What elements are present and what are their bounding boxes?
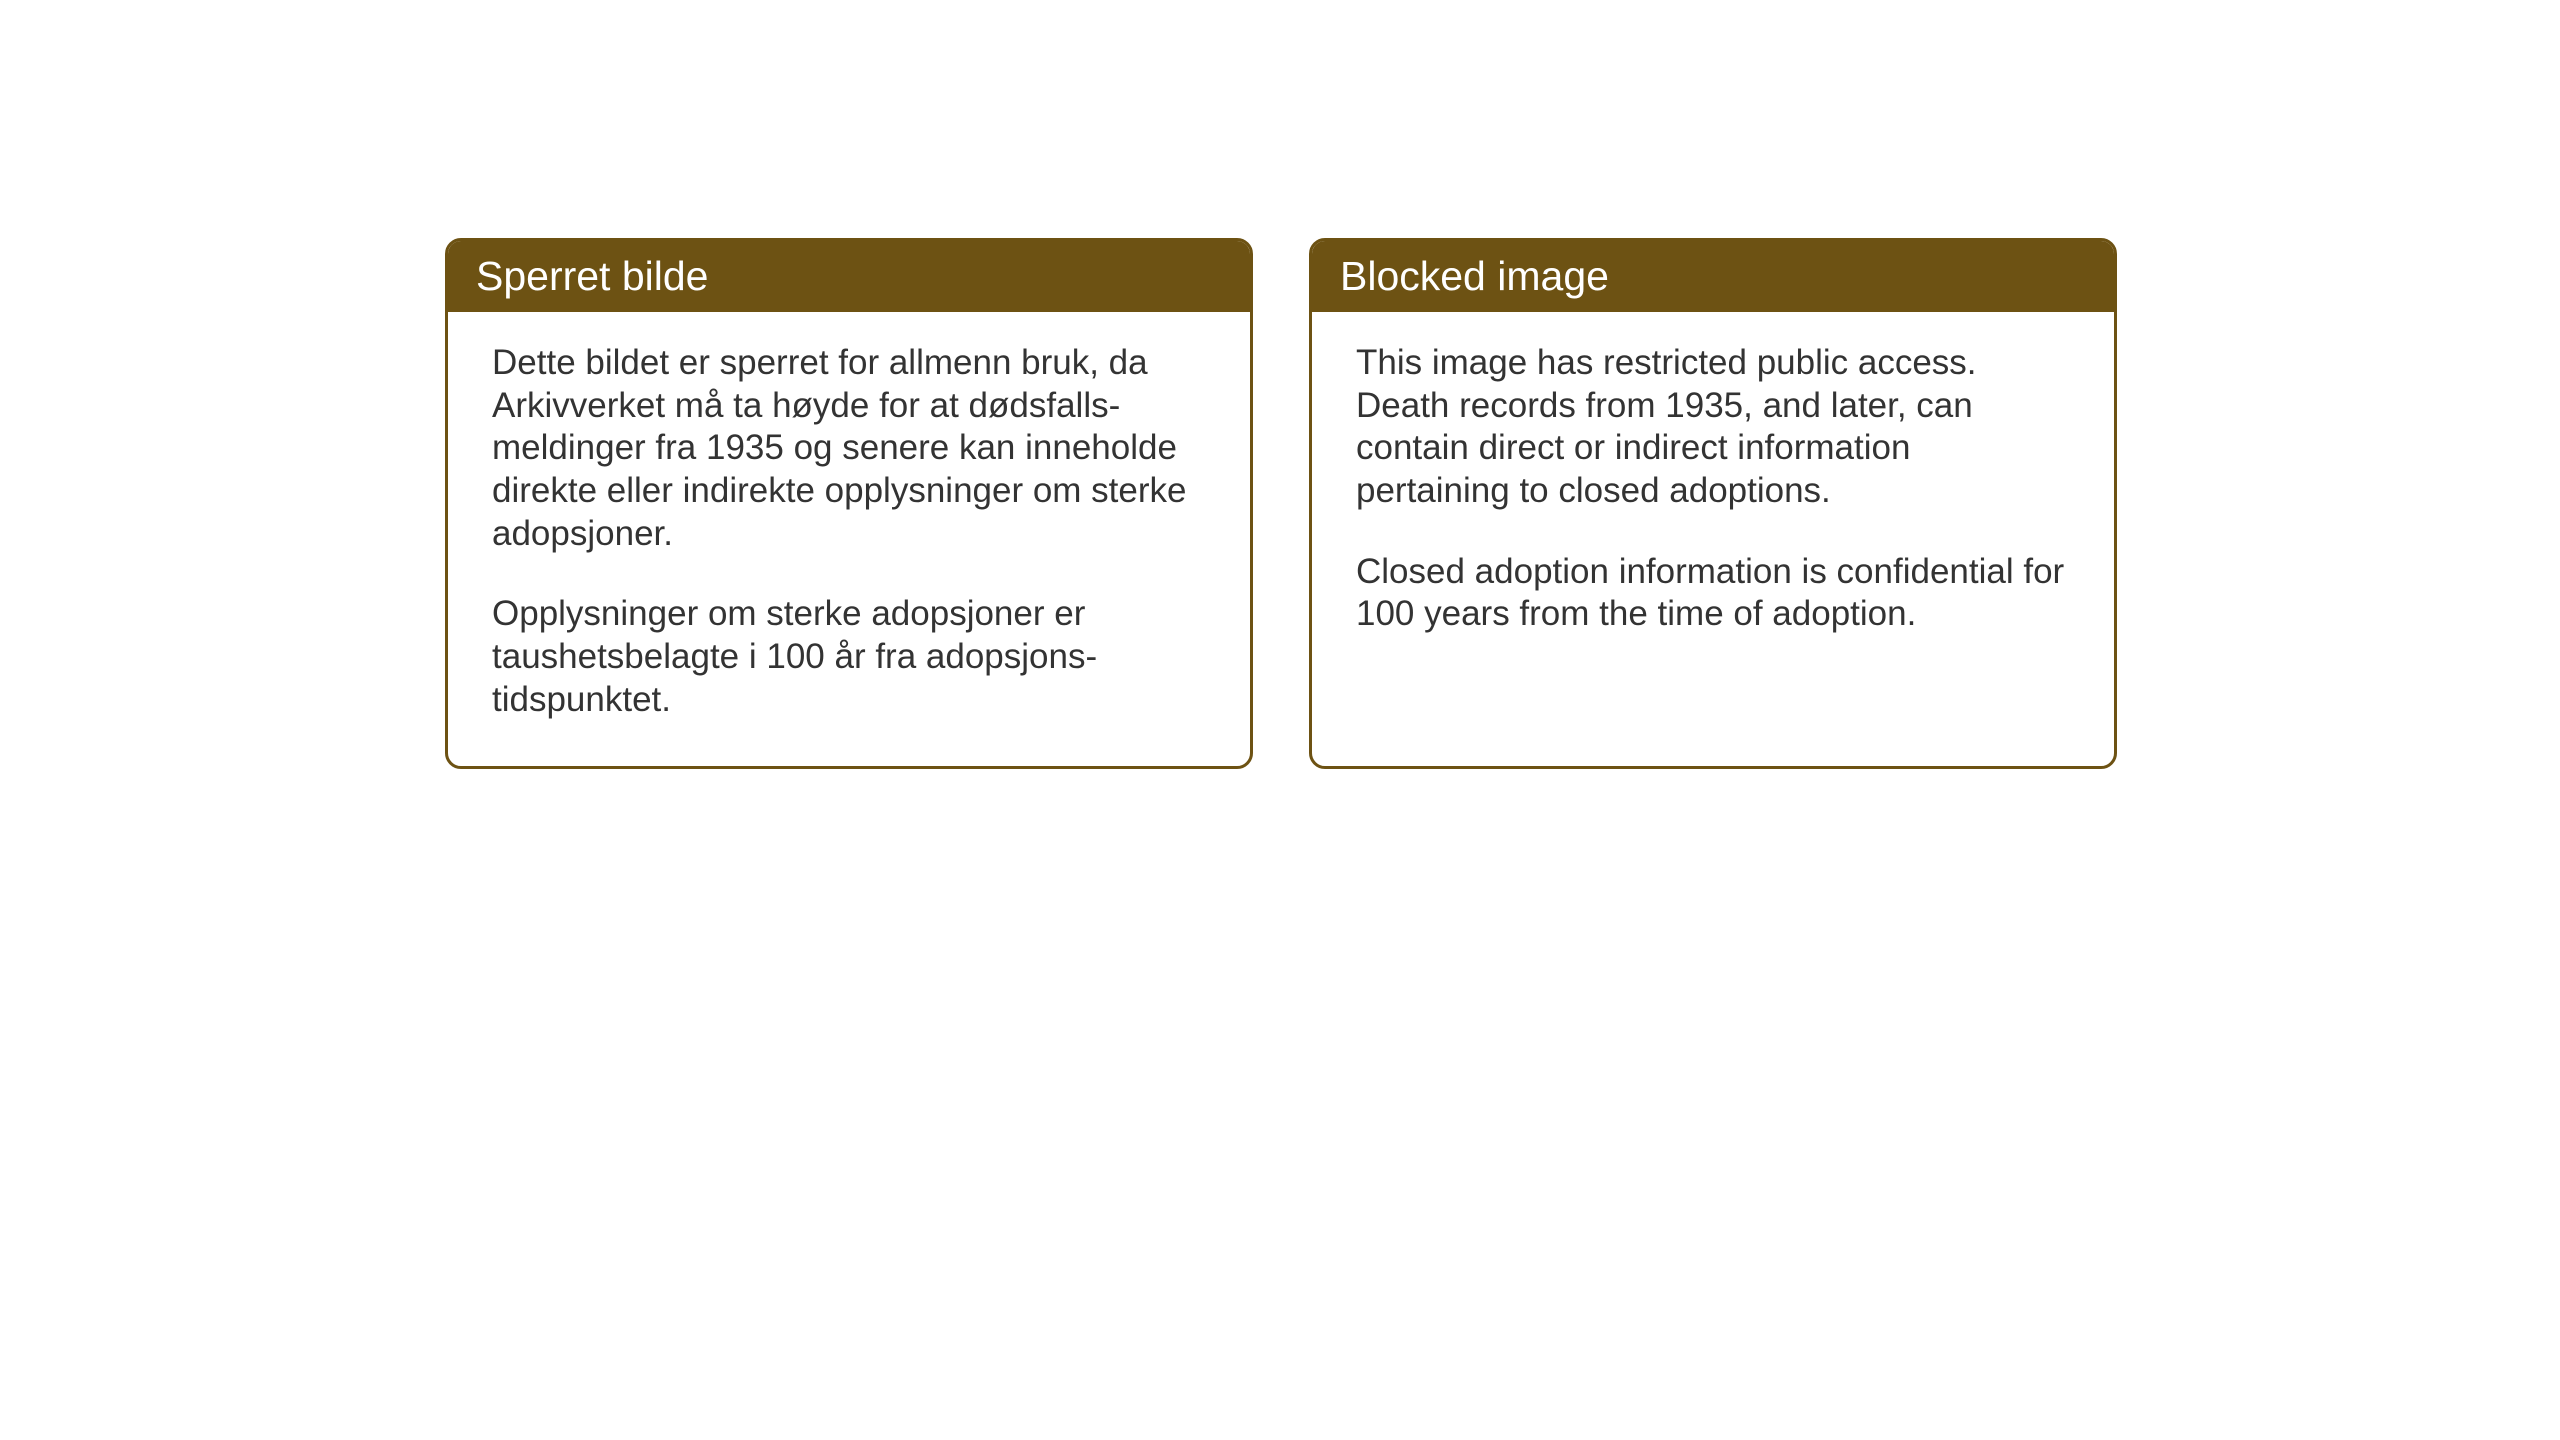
- card-header-norwegian: Sperret bilde: [448, 241, 1250, 312]
- notice-card-norwegian: Sperret bilde Dette bildet er sperret fo…: [445, 238, 1253, 769]
- card-body-norwegian: Dette bildet er sperret for allmenn bruk…: [448, 312, 1250, 766]
- card-paragraph-norwegian-1: Dette bildet er sperret for allmenn bruk…: [492, 342, 1206, 555]
- card-header-english: Blocked image: [1312, 241, 2114, 312]
- card-body-english: This image has restricted public access.…: [1312, 312, 2114, 680]
- card-title-english: Blocked image: [1340, 253, 1609, 299]
- notice-card-english: Blocked image This image has restricted …: [1309, 238, 2117, 769]
- card-paragraph-english-1: This image has restricted public access.…: [1356, 342, 2070, 513]
- notice-container: Sperret bilde Dette bildet er sperret fo…: [445, 238, 2117, 769]
- card-title-norwegian: Sperret bilde: [476, 253, 708, 299]
- card-paragraph-norwegian-2: Opplysninger om sterke adopsjoner er tau…: [492, 593, 1206, 721]
- card-paragraph-english-2: Closed adoption information is confident…: [1356, 551, 2070, 636]
